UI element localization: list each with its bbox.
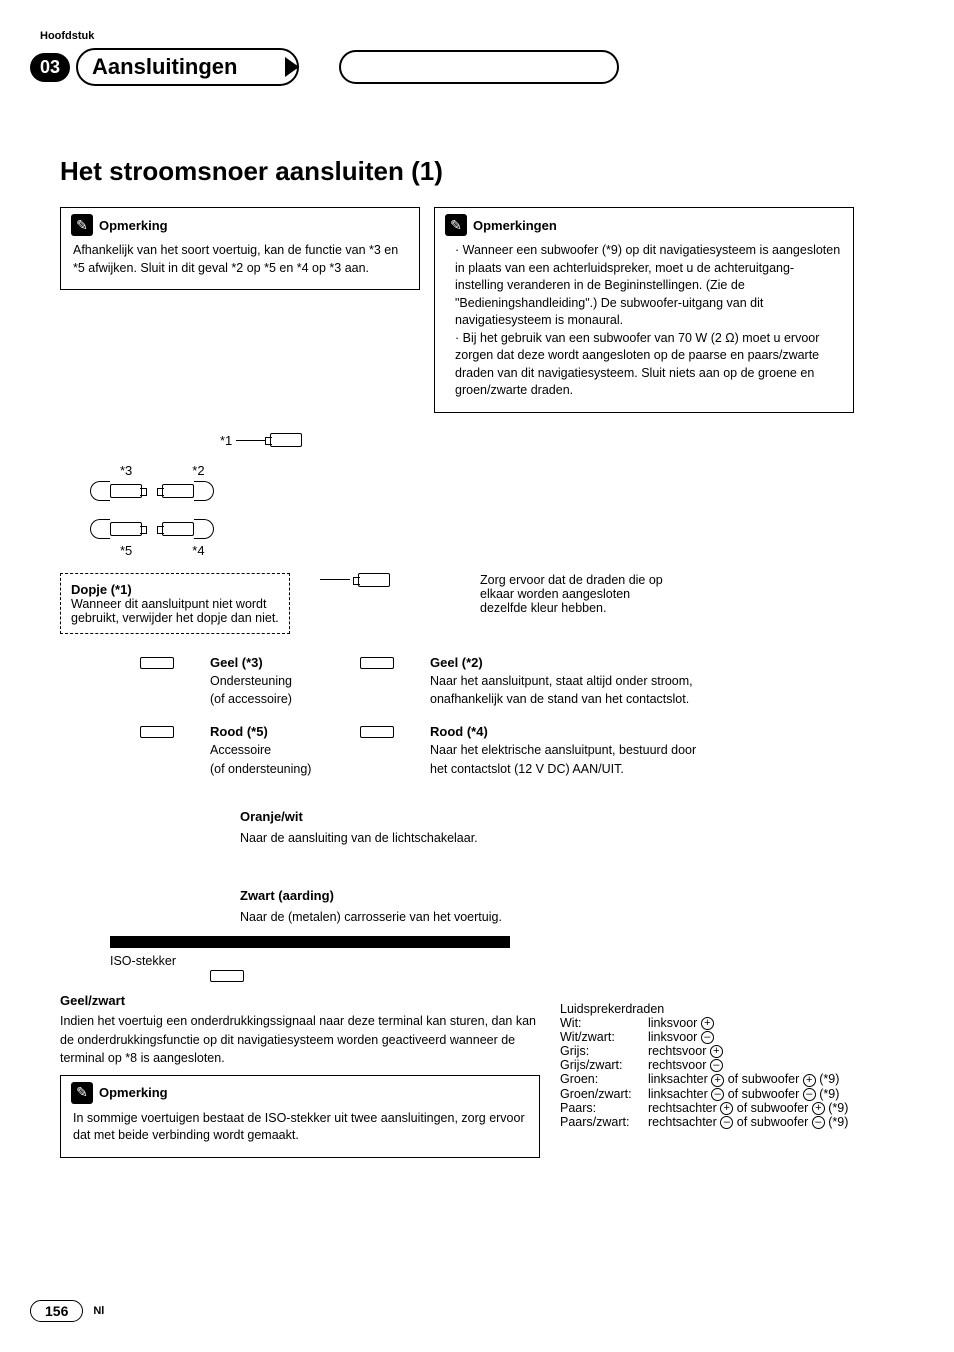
ref-3: *3 — [120, 463, 132, 478]
zwart-text: Naar de (metalen) carrosserie van het vo… — [240, 908, 894, 926]
chapter-header: Hoofdstuk 03 Aansluitingen — [30, 30, 924, 86]
speaker-row: Wit:linksvoor + — [560, 1016, 894, 1030]
note3-body: In sommige voertuigen bestaat de ISO-ste… — [61, 1108, 539, 1157]
speaker-row: Paars/zwart:rechtsachter – of subwoofer … — [560, 1115, 894, 1129]
geel3-l2: (of accessoire) — [210, 690, 330, 708]
note-box-1: ✎ Opmerking Afhankelijk van het soort vo… — [60, 207, 420, 290]
lang-code: Nl — [93, 1305, 104, 1317]
chapter-number: 03 — [30, 53, 70, 82]
oranje-label: Oranje/wit — [240, 808, 894, 827]
note2-item-0: Wanneer een subwoofer (*9) op dit naviga… — [455, 242, 841, 330]
dopje-label: Dopje (*1) — [71, 582, 279, 597]
speaker-row: Grijs:rechtsvoor + — [560, 1044, 894, 1058]
dopje-box: Dopje (*1) Wanneer dit aansluitpunt niet… — [60, 573, 290, 634]
zwart-label: Zwart (aarding) — [240, 887, 894, 906]
chapter-label: Hoofdstuk — [40, 30, 924, 42]
dopje-text: Wanneer dit aansluitpunt niet wordt gebr… — [71, 597, 279, 625]
note3-title: Opmerking — [99, 1085, 168, 1100]
rood5-l1: Accessoire — [210, 741, 330, 759]
ref-5: *5 — [120, 543, 132, 558]
connector-icon — [360, 726, 394, 738]
ref-1: *1 — [220, 433, 232, 448]
speaker-table: Luidsprekerdraden Wit:linksvoor +Wit/zwa… — [560, 1002, 894, 1130]
connector-icon — [270, 433, 302, 447]
main-heading: Het stroomsnoer aansluiten (1) — [60, 156, 924, 187]
header-pill-empty — [339, 50, 619, 84]
speaker-heading: Luidsprekerdraden — [560, 1002, 894, 1016]
geel2-text: Naar het aansluitpunt, staat altijd onde… — [430, 672, 710, 708]
chapter-title: Aansluitingen — [76, 48, 299, 86]
speaker-row: Groen/zwart:linksachter – of subwoofer –… — [560, 1087, 894, 1101]
speaker-row: Wit/zwart:linksvoor – — [560, 1030, 894, 1044]
connector-icon — [162, 484, 194, 498]
rood5-l2: (of ondersteuning) — [210, 760, 330, 778]
connector-icon — [162, 522, 194, 536]
oranje-text: Naar de aansluiting van de lichtschakela… — [240, 829, 894, 847]
note-box-3: ✎ Opmerking In sommige voertuigen bestaa… — [60, 1075, 540, 1158]
note-box-2: ✎ Opmerkingen Wanneer een subwoofer (*9)… — [434, 207, 854, 413]
connector-icon — [110, 484, 142, 498]
ref-2: *2 — [192, 463, 204, 478]
pencil-icon: ✎ — [445, 214, 467, 236]
connector-icon — [140, 657, 174, 669]
speaker-row: Groen:linksachter + of subwoofer + (*9) — [560, 1072, 894, 1086]
ref-4: *4 — [192, 543, 204, 558]
geelzwart-label: Geel/zwart — [60, 992, 540, 1011]
rood4-text: Naar het elektrische aansluitpunt, bestu… — [430, 741, 710, 777]
geel3-label: Geel (*3) — [210, 654, 330, 673]
geel3-l1: Ondersteuning — [210, 672, 330, 690]
page-footer: 156 Nl — [30, 1300, 104, 1322]
page-number: 156 — [30, 1300, 83, 1322]
match-wires-text: Zorg ervoor dat de draden die op elkaar … — [480, 573, 670, 615]
pencil-icon: ✎ — [71, 1082, 93, 1104]
speaker-row: Paars:rechtsachter + of subwoofer + (*9) — [560, 1101, 894, 1115]
geel2-label: Geel (*2) — [430, 654, 710, 673]
rood5-label: Rood (*5) — [210, 723, 330, 742]
connector-icon — [358, 573, 390, 587]
connector-diagram: *1 *3 *2 *5 *4 — [90, 433, 410, 563]
connector-icon — [210, 970, 244, 982]
speaker-row: Grijs/zwart:rechtsvoor – — [560, 1058, 894, 1072]
note2-title: Opmerkingen — [473, 218, 557, 233]
connector-icon — [110, 522, 142, 536]
note1-title: Opmerking — [99, 218, 168, 233]
note2-item-1: Bij het gebruik van een subwoofer van 70… — [455, 330, 841, 400]
geelzwart-text: Indien het voertuig een onderdrukkingssi… — [60, 1012, 540, 1066]
note1-body: Afhankelijk van het soort voertuig, kan … — [61, 240, 419, 289]
connector-icon — [360, 657, 394, 669]
pencil-icon: ✎ — [71, 214, 93, 236]
rood4-label: Rood (*4) — [430, 723, 710, 742]
iso-label: ISO-stekker — [110, 954, 894, 968]
connector-icon — [140, 726, 174, 738]
